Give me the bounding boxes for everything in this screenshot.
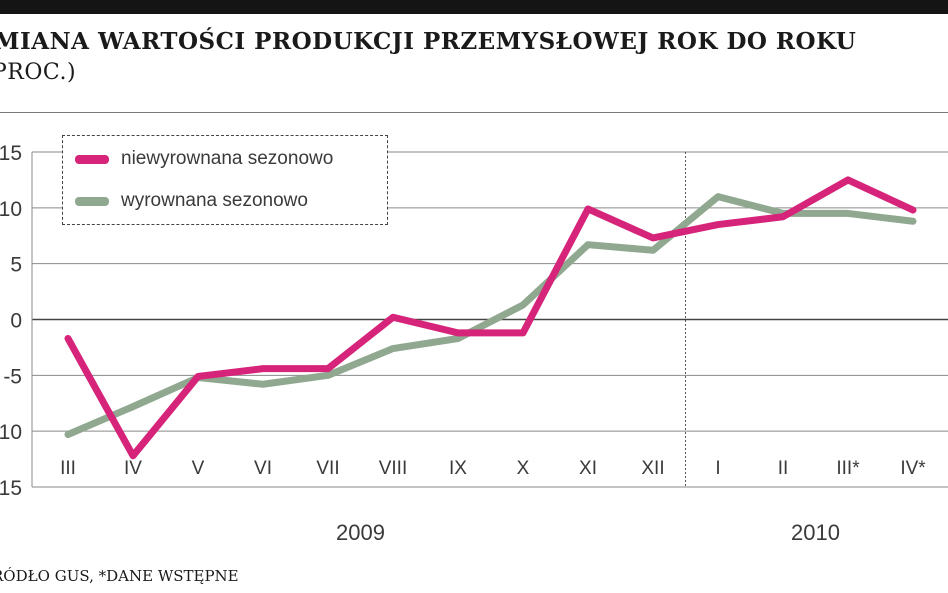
series-layer: [64, 176, 917, 460]
source-note: RÓDŁO GUS, *DANE WSTĘPNE: [0, 567, 239, 585]
y-tick-label: -15: [0, 477, 22, 500]
y-tick-label: 0: [10, 310, 22, 333]
x-tick-label: X: [517, 458, 530, 479]
x-tick-label: VII: [316, 458, 339, 479]
x-tick-label: I: [715, 458, 720, 479]
x-tick-label: XII: [641, 458, 664, 479]
y-tick-label: 10: [0, 198, 22, 221]
x-axis-ticks: III IV V VI VII VIII IX X XI XII I II III* IV*: [60, 458, 926, 479]
x-tick-label: III: [60, 458, 76, 479]
legend-item-wyrownana: wyrownana sezonowo: [75, 188, 308, 214]
legend: niewyrownana sezonowo wyrownana sezonowo: [62, 135, 388, 225]
x-tick-label: VI: [254, 458, 272, 479]
series-line-wyrownana: [64, 193, 917, 439]
legend-swatch-wyrownana: [75, 196, 109, 206]
x-tick-label: IV*: [900, 458, 926, 479]
x-tick-label: II: [778, 458, 789, 479]
legend-item-niewyrownana: niewyrownana sezonowo: [75, 146, 333, 172]
y-tick-label: 15: [0, 142, 22, 165]
legend-label-wyrownana: wyrownana sezonowo: [121, 190, 308, 211]
year-label-2010: 2010: [791, 520, 840, 545]
year-label-2009: 2009: [336, 520, 385, 545]
legend-swatch-niewyrownana: [75, 154, 109, 164]
x-tick-label: V: [192, 458, 205, 479]
chart-title: MIANA WARTOŚCI PRODUKCJI PRZEMYSŁOWEJ RO…: [0, 28, 857, 55]
x-tick-label: IV: [124, 458, 142, 479]
legend-label-niewyrownana: niewyrownana sezonowo: [121, 148, 334, 169]
y-axis-ticks: 15 10 5 0 -5 -10 -15: [0, 142, 22, 500]
series-line-niewyrownana: [64, 176, 917, 460]
top-bar: [0, 0, 948, 14]
x-tick-label: IX: [449, 458, 467, 479]
y-tick-label: 5: [10, 254, 22, 277]
title-rule: [0, 112, 948, 113]
x-tick-label: III*: [836, 458, 860, 479]
x-tick-label: VIII: [379, 458, 408, 479]
year-labels: 2009 2010: [336, 520, 840, 545]
chart-subtitle: PROC.): [0, 60, 77, 85]
y-tick-label: -5: [3, 365, 22, 388]
y-tick-label: -10: [0, 421, 22, 444]
x-tick-label: XI: [579, 458, 597, 479]
